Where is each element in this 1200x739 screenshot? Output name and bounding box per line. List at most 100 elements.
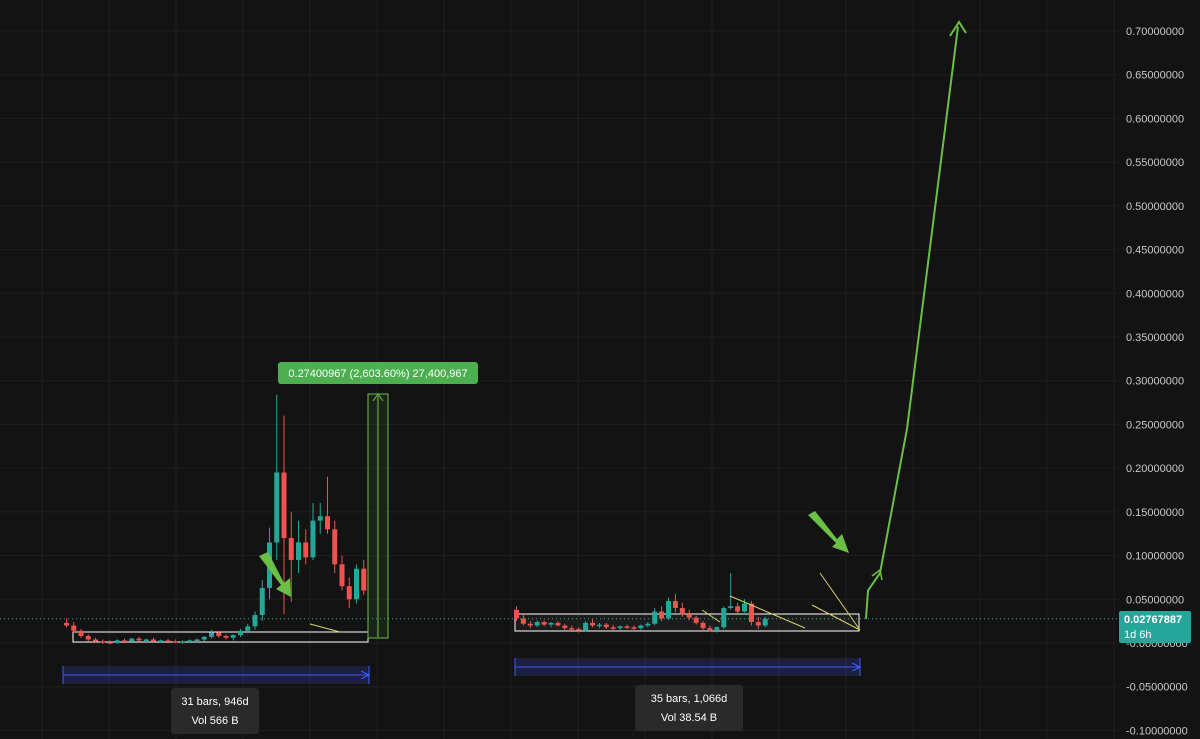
y-tick-label: 0.55000000 bbox=[1126, 157, 1184, 169]
y-tick-label: 0.30000000 bbox=[1126, 376, 1184, 388]
candle-body bbox=[339, 564, 345, 587]
candle-body bbox=[325, 516, 330, 530]
projection-small-arrow-head bbox=[871, 568, 883, 581]
candle-body bbox=[93, 639, 98, 642]
candle-body bbox=[259, 587, 265, 616]
y-tick-label: -0.05000000 bbox=[1126, 682, 1188, 694]
range-label-right: 35 bars, 1,066d Vol 38.54 B bbox=[635, 685, 743, 731]
candle-body bbox=[64, 622, 69, 626]
candle-body bbox=[721, 608, 727, 628]
y-tick-label: 0.70000000 bbox=[1126, 26, 1184, 38]
candle-body bbox=[245, 626, 251, 631]
candle-body bbox=[78, 630, 84, 637]
candle-body bbox=[354, 568, 359, 600]
candle-body bbox=[534, 622, 540, 626]
candle-body bbox=[172, 641, 178, 643]
current-price-value: 0.02767887 bbox=[1124, 614, 1182, 626]
trend-line-4[interactable] bbox=[819, 572, 861, 631]
range-left-line2: Vol 566 B bbox=[191, 715, 238, 727]
candle-body bbox=[216, 632, 222, 637]
candle-body bbox=[194, 639, 200, 642]
candle-body bbox=[645, 623, 651, 626]
candle-body bbox=[520, 618, 526, 624]
candle-body bbox=[686, 614, 692, 618]
candle-body bbox=[187, 640, 193, 642]
candle-body bbox=[165, 640, 171, 642]
y-tick-label: 0.35000000 bbox=[1126, 332, 1184, 344]
trend-line-3[interactable] bbox=[729, 595, 806, 629]
price-axis[interactable]: 0.70000000 0.65000000 0.60000000 0.55000000… bbox=[1126, 26, 1188, 737]
candle-body bbox=[576, 629, 582, 631]
candle-body bbox=[107, 642, 113, 644]
candle-body bbox=[714, 627, 720, 630]
arrow-left-icon bbox=[259, 552, 291, 597]
y-tick-label: 0.15000000 bbox=[1126, 507, 1184, 519]
candle-body bbox=[317, 516, 323, 521]
y-tick-label: 0.25000000 bbox=[1126, 419, 1184, 431]
candle-body bbox=[143, 639, 149, 642]
candle-body bbox=[583, 622, 589, 631]
candle-body bbox=[122, 640, 127, 642]
candle-body bbox=[624, 626, 630, 628]
candles bbox=[64, 394, 768, 644]
candle-body bbox=[672, 601, 678, 609]
candle-body bbox=[296, 542, 301, 560]
candle-body bbox=[700, 622, 706, 629]
candle-body bbox=[666, 601, 672, 619]
candle-body bbox=[735, 606, 741, 612]
candle-body bbox=[136, 638, 142, 641]
trend-line-1[interactable] bbox=[309, 623, 341, 633]
candle-body bbox=[590, 622, 596, 626]
current-price-countdown: 1d 6h bbox=[1124, 629, 1152, 641]
candle-body bbox=[114, 640, 120, 643]
candle-body bbox=[288, 538, 294, 560]
trend-line-5[interactable] bbox=[811, 604, 861, 631]
candle-body bbox=[693, 617, 699, 623]
candle-body bbox=[230, 635, 236, 638]
measure-label-text: 0.27400967 (2,603.60%) 27,400,967 bbox=[288, 368, 467, 380]
y-tick-label: -0.10000000 bbox=[1126, 725, 1188, 737]
measure-arrow-head bbox=[372, 393, 384, 402]
candle-body bbox=[223, 636, 229, 638]
range-right-line1: 35 bars, 1,066d bbox=[651, 693, 727, 705]
y-tick-label: 0.05000000 bbox=[1126, 594, 1184, 606]
candle-body bbox=[707, 628, 713, 630]
candle-body bbox=[762, 618, 768, 626]
candle-body bbox=[728, 606, 734, 609]
candle-body bbox=[201, 636, 207, 640]
candle-body bbox=[631, 627, 637, 629]
candle-body bbox=[596, 624, 602, 627]
candle-body bbox=[71, 625, 77, 631]
candle-body bbox=[569, 628, 575, 630]
candle-body bbox=[274, 472, 280, 543]
candle-body bbox=[652, 611, 658, 624]
consolidation-box-right[interactable] bbox=[514, 613, 860, 632]
vertical-grid bbox=[41, 0, 1115, 739]
current-price-tag: 0.02767887 1d 6h bbox=[1119, 611, 1191, 643]
candle-body bbox=[100, 641, 106, 643]
candle-body bbox=[151, 639, 156, 642]
candle-body bbox=[85, 636, 91, 640]
y-tick-label: 0.50000000 bbox=[1126, 201, 1184, 213]
candle-body bbox=[617, 626, 623, 629]
arrow-right-icon bbox=[808, 511, 849, 553]
candle-body bbox=[659, 611, 665, 619]
trend-line-2[interactable] bbox=[701, 609, 721, 623]
candle-body bbox=[638, 625, 644, 629]
candle-body bbox=[129, 638, 135, 642]
range-label-left: 31 bars, 946d Vol 566 B bbox=[171, 688, 259, 734]
candle-body bbox=[303, 542, 309, 558]
candle-body bbox=[252, 615, 258, 627]
horizontal-grid bbox=[0, 30, 1118, 731]
candle-body bbox=[310, 520, 316, 558]
candle-body bbox=[346, 586, 352, 600]
candle-body bbox=[238, 630, 243, 636]
candle-body bbox=[158, 640, 164, 642]
y-tick-label: 0.40000000 bbox=[1126, 288, 1184, 300]
range-left-line1: 31 bars, 946d bbox=[181, 696, 248, 708]
projection-arrow-head bbox=[949, 20, 967, 37]
candle-body bbox=[361, 568, 367, 591]
candle-body bbox=[555, 622, 561, 626]
